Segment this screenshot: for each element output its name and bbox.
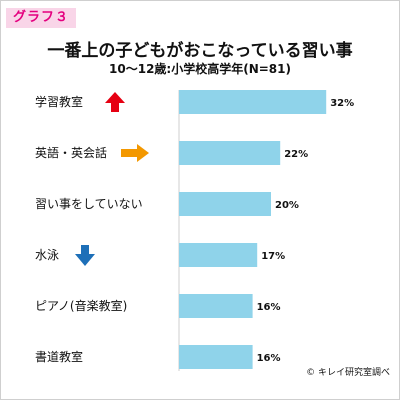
category-label: 水泳 [35, 248, 59, 262]
bar [179, 141, 281, 165]
category-label: 書道教室 [35, 349, 83, 364]
chart-subtitle: 10〜12歳:小学校高学年(N=81) [109, 62, 291, 76]
source-credit: © キレイ研究室調べ [306, 368, 390, 378]
bar [179, 192, 271, 216]
bar-value-label: 22% [284, 149, 308, 160]
bar [179, 243, 258, 267]
bar [179, 294, 253, 318]
bar-value-label: 16% [257, 302, 281, 313]
category-label: 英語・英会話 [35, 145, 107, 160]
bar-value-label: 16% [257, 353, 281, 364]
bar-value-label: 17% [261, 251, 285, 262]
right-arrow-icon [121, 144, 149, 162]
bar [179, 345, 253, 369]
up-arrow-icon [105, 92, 125, 112]
bar [179, 90, 327, 114]
bar-value-label: 32% [330, 98, 354, 109]
category-label: ピアノ(音楽教室) [35, 298, 127, 313]
graph-number-tag: グラフ３ [6, 8, 77, 28]
chart-title: 一番上の子どもがおこなっている習い事 [47, 41, 353, 61]
category-label: 学習教室 [35, 94, 83, 109]
bar-value-label: 20% [275, 200, 299, 211]
category-label: 習い事をしていない [35, 197, 143, 211]
down-arrow-icon [75, 245, 95, 266]
